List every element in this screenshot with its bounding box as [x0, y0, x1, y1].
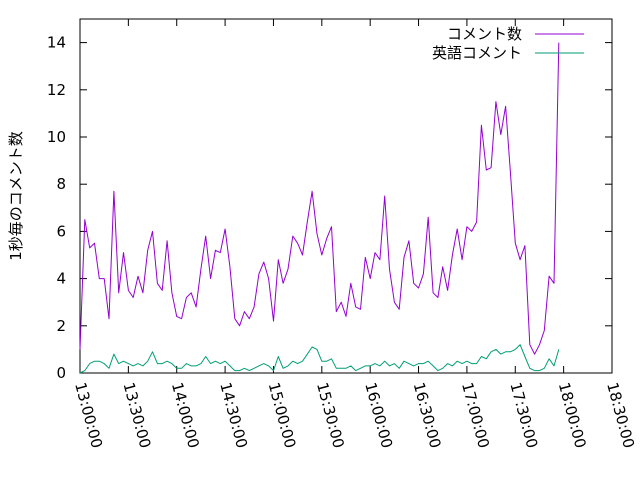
x-tick-label: 13:30:00 [119, 380, 154, 450]
x-tick-label: 16:00:00 [361, 380, 396, 450]
y-tick-label: 6 [56, 222, 66, 240]
x-tick-label: 15:30:00 [313, 380, 348, 450]
y-tick-label: 14 [47, 34, 66, 52]
x-tick-label: 15:00:00 [265, 380, 300, 450]
x-tick-label: 16:30:00 [410, 380, 445, 450]
y-tick-label: 8 [56, 175, 66, 193]
y-tick-label: 4 [56, 270, 66, 288]
series-line-1 [79, 344, 560, 374]
y-tick-label: 2 [56, 317, 66, 335]
y-tick-label: 10 [47, 128, 66, 146]
y-tick-label: 12 [47, 81, 66, 99]
series-layer [79, 42, 560, 374]
y-axis: 0 2 4 6 8 10 12 14 [47, 34, 612, 382]
x-tick-label: 17:00:00 [458, 380, 493, 450]
x-axis: 13:00:00 13:30:00 14:00:00 14:30:00 15:00:00… [71, 19, 638, 450]
plot-frame [79, 18, 613, 374]
legend-label: 英語コメント [432, 44, 522, 62]
x-tick-label: 18:30:00 [603, 380, 638, 450]
y-axis-label: 1秒毎のコメント数 [7, 131, 25, 261]
x-tick-label: 14:00:00 [168, 380, 203, 450]
y-tick-label: 0 [56, 364, 66, 382]
x-tick-label: 13:00:00 [71, 380, 106, 450]
x-tick-label: 17:30:00 [506, 380, 541, 450]
legend-label: コメント数 [447, 25, 522, 43]
x-tick-label: 14:30:00 [216, 380, 251, 450]
series-line-0 [79, 42, 560, 355]
x-tick-label: 18:00:00 [555, 380, 590, 450]
